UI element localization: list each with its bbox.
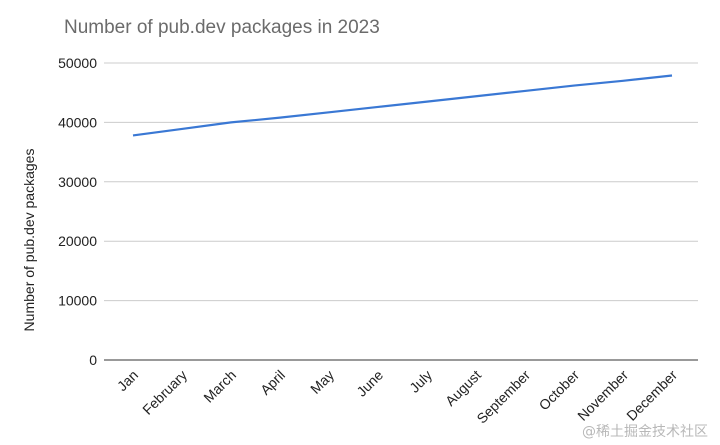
gridlines xyxy=(104,62,698,361)
y-tick-label: 20000 xyxy=(58,233,97,249)
series-line xyxy=(132,74,673,137)
x-tick-label: February xyxy=(139,367,190,418)
x-tick-label: Jan xyxy=(114,367,141,394)
x-tick-label: October xyxy=(536,367,583,414)
y-axis-ticks: 0 10000 20000 30000 40000 50000 xyxy=(58,55,97,368)
x-tick-label: August xyxy=(442,367,484,409)
x-tick-label: April xyxy=(257,367,288,398)
x-tick-label: July xyxy=(406,367,435,396)
y-tick-label: 10000 xyxy=(58,293,97,309)
y-tick-label: 50000 xyxy=(58,55,97,71)
y-axis-label: Number of pub.dev packages xyxy=(21,149,37,332)
x-tick-label: November xyxy=(574,367,631,424)
series-layer xyxy=(132,74,673,137)
chart-title: Number of pub.dev packages in 2023 xyxy=(64,17,380,38)
x-tick-label: September xyxy=(473,367,533,427)
x-tick-label: March xyxy=(200,367,239,406)
y-tick-label: 30000 xyxy=(58,174,97,190)
x-tick-label: June xyxy=(353,367,386,400)
y-tick-label: 40000 xyxy=(58,114,97,130)
watermark: @稀土掘金技术社区 xyxy=(582,424,708,440)
x-tick-label: May xyxy=(307,367,337,397)
y-tick-label: 0 xyxy=(89,352,97,368)
x-tick-label: December xyxy=(623,367,680,424)
